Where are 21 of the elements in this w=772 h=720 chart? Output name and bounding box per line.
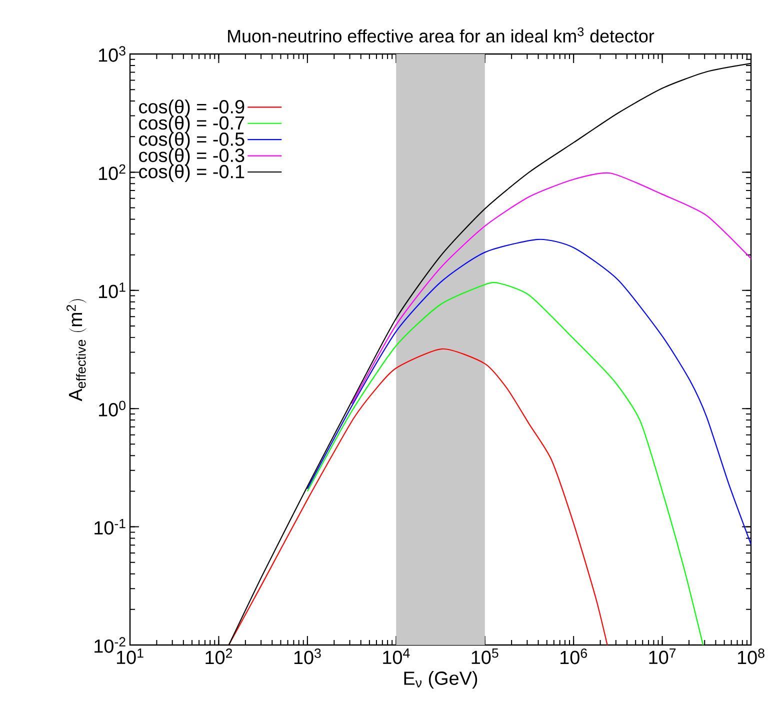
legend-label: cos(θ) = -0.7 [139, 116, 244, 134]
y-tick-label: 10$^{3}$ [98, 46, 126, 62]
legend-label: cos(θ) = -0.3 [139, 148, 244, 166]
x-tick-label: 10$^{6}$ [560, 648, 587, 664]
x-tick-label: 10$^{2}$ [206, 648, 232, 664]
x-tick-label: 10$^{1}$ [116, 648, 144, 664]
y-tick-label: 10$^{0}$ [98, 400, 126, 416]
x-axis-title: E$_{ν}$ (GeV) [404, 671, 478, 689]
y-tick-label: 10$^{-1}$ [94, 519, 126, 535]
x-tick-label: 10$^{4}$ [383, 648, 410, 664]
x-tick-label: 10$^{7}$ [649, 648, 676, 664]
y-axis-title: $\mathrm{A_{effective}\ (m^{2})}$ [66, 299, 86, 402]
y-tick-label: 10$^{1}$ [98, 282, 126, 298]
chart-title: Muon-neutrino effective area for an ideal km$^{3}$ detector [228, 27, 654, 42]
y-tick-label: 10$^{2}$ [98, 164, 126, 180]
legend-label: cos(θ) = -0.5 [139, 132, 244, 150]
x-tick-label: 10$^{3}$ [294, 648, 321, 664]
legend-label: cos(θ) = -0.1 [139, 164, 244, 182]
x-tick-label: 10$^{8}$ [738, 648, 764, 664]
x-tick-label: 10$^{5}$ [472, 648, 498, 664]
legend-label: cos(θ) = -0.9 [139, 100, 244, 118]
